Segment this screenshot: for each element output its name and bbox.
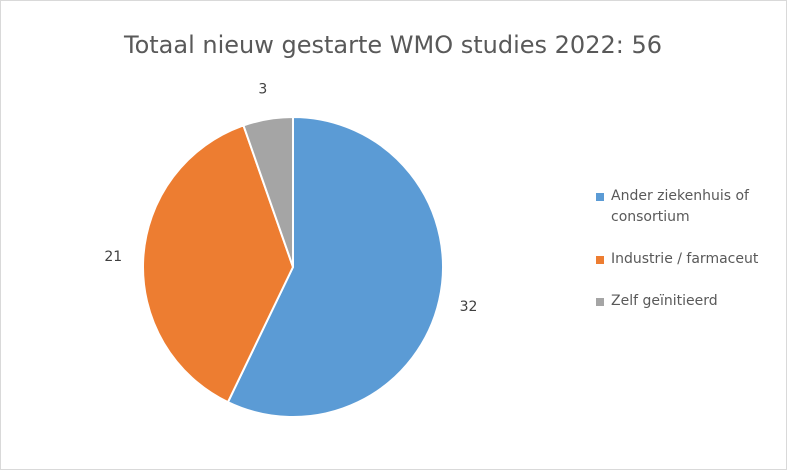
legend-label: Zelf geïnitieerd [611,293,718,309]
legend-item: Ander ziekenhuis of consortium [596,186,776,228]
legend-item: Industrie / farmaceut [596,249,776,270]
pie-slice [242,115,294,268]
data-label: 32 [460,299,478,315]
legend-label: Ander ziekenhuis of consortium [611,188,749,225]
pie-slice [226,115,444,418]
legend-label: Industrie / farmaceut [611,251,759,267]
legend: Ander ziekenhuis of consortium Industrie … [596,186,776,333]
legend-swatch [596,193,604,201]
data-label: 21 [104,249,122,265]
legend-item: Zelf geïnitieerd [596,291,776,312]
legend-swatch [596,298,604,306]
data-label: 3 [258,82,267,98]
legend-swatch [596,256,604,264]
pie-slice [142,124,295,404]
chart-title: Totaal nieuw gestarte WMO studies 2022: … [123,31,662,59]
